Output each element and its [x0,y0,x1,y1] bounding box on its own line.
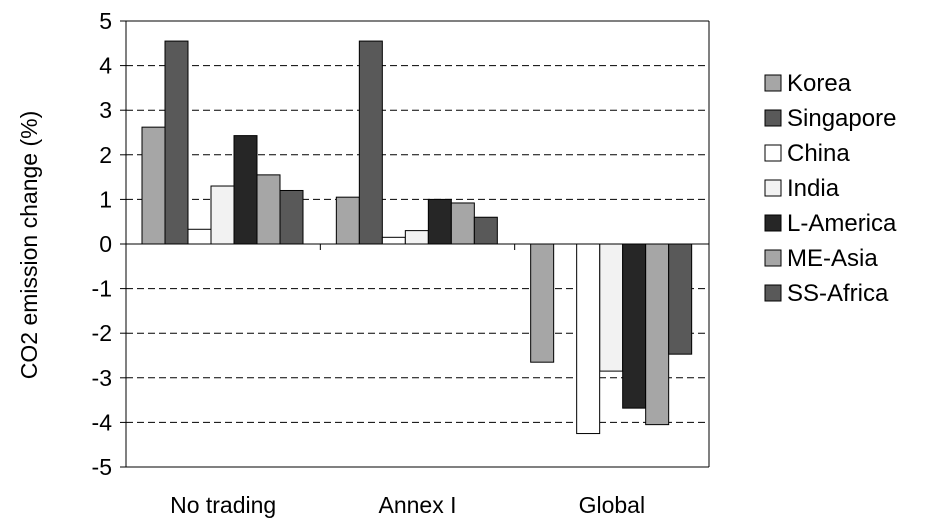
bar-no-trading-india [210,185,235,245]
y-tick-label: 2 [99,142,112,168]
y-tick-label: -5 [92,454,112,480]
bar-global-korea [530,243,555,363]
bar-global-me-asia [645,243,670,426]
y-axis-title: CO2 emission change (%) [16,111,42,379]
y-tick-label: -4 [92,409,113,435]
legend-label-singapore: Singapore [787,105,896,132]
bar-no-trading-china [187,228,212,245]
y-tick-label: 1 [99,186,112,212]
bar-global-india [599,243,624,372]
legend-swatch-singapore [764,109,782,127]
x-category-label: Annex I [379,492,457,518]
bar-annex-i-ss-africa [473,216,498,245]
legend-label-china: China [787,140,850,167]
y-tick-labels: 5 4 3 2 1 0 -1 -2 -3 -4 -5 [92,8,113,480]
bar-annex-i-korea [335,196,360,245]
x-category-labels: No trading Annex I Global [170,492,645,518]
bar-no-trading-l-america [233,135,258,245]
bars [141,40,693,435]
legend-label-korea: Korea [787,70,852,97]
y-tick-label: -1 [92,276,112,302]
y-tick-label: -3 [92,365,112,391]
legend-label-india: India [787,175,840,202]
y-tick-label: 5 [99,8,112,34]
y-tick-label: 0 [99,231,112,257]
legend-label-l-america: L-America [787,210,897,237]
bar-no-trading-me-asia [256,174,281,245]
bar-annex-i-india [404,230,429,245]
legend-swatch-india [764,179,782,197]
legend-swatch-ss-africa [764,284,782,302]
legend-swatch-china [764,144,782,162]
bar-annex-i-l-america [427,198,452,245]
legend-label-ss-africa: SS-Africa [787,280,889,307]
bar-annex-i-me-asia [450,202,475,245]
y-tick-label: 4 [99,53,112,79]
bar-global-l-america [622,243,647,409]
x-category-label: No trading [170,492,276,518]
legend: Korea Singapore China India L-America ME-Asia… [764,70,897,307]
bar-global-ss-africa [668,243,693,355]
y-tick-label: -2 [92,320,112,346]
bar-no-trading-korea [141,126,166,245]
y-tick-label: 3 [99,97,112,123]
bar-annex-i-china [381,236,406,245]
legend-label-me-asia: ME-Asia [787,245,878,272]
legend-swatch-me-asia [764,249,782,267]
axes [120,20,710,468]
bar-no-trading-ss-africa [279,189,304,245]
legend-swatch-korea [764,74,782,92]
legend-swatch-l-america [764,214,782,232]
x-category-label: Global [579,492,645,518]
bar-no-trading-singapore [164,40,189,245]
bar-annex-i-singapore [358,40,383,245]
bar-global-china [576,243,601,435]
